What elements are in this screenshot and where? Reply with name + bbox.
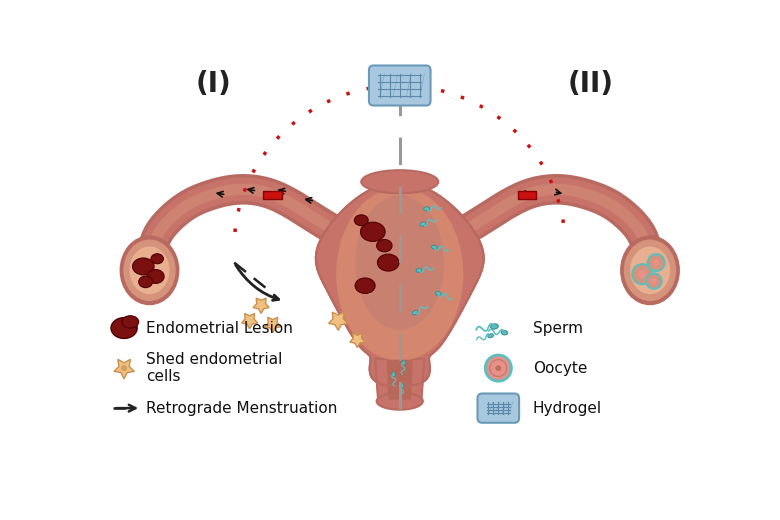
Ellipse shape — [129, 246, 169, 294]
Circle shape — [495, 365, 502, 371]
Ellipse shape — [621, 237, 679, 304]
Ellipse shape — [413, 310, 418, 315]
Ellipse shape — [488, 334, 494, 338]
Circle shape — [646, 274, 661, 289]
Text: (II): (II) — [568, 70, 614, 98]
FancyBboxPatch shape — [369, 66, 431, 106]
Ellipse shape — [630, 246, 670, 294]
Circle shape — [485, 355, 512, 381]
Circle shape — [121, 365, 127, 371]
Text: Sperm: Sperm — [533, 320, 583, 335]
Ellipse shape — [354, 215, 368, 226]
Ellipse shape — [151, 254, 163, 264]
Bar — [264, 191, 282, 199]
Ellipse shape — [122, 316, 139, 328]
Ellipse shape — [139, 276, 153, 288]
Polygon shape — [253, 298, 269, 314]
Text: Endometrial Lesion: Endometrial Lesion — [146, 320, 292, 335]
Text: Shed endometrial
cells: Shed endometrial cells — [146, 352, 282, 384]
Ellipse shape — [361, 170, 438, 193]
Ellipse shape — [424, 207, 430, 211]
Text: (I): (I) — [196, 70, 232, 98]
Text: Oocyte: Oocyte — [533, 360, 587, 375]
Ellipse shape — [435, 291, 441, 295]
Polygon shape — [375, 359, 424, 401]
Text: Hydrogel: Hydrogel — [533, 400, 602, 415]
Ellipse shape — [111, 318, 137, 339]
Circle shape — [490, 360, 507, 376]
Circle shape — [647, 254, 665, 271]
Polygon shape — [114, 359, 134, 379]
Polygon shape — [328, 312, 348, 330]
Ellipse shape — [355, 278, 375, 293]
Ellipse shape — [431, 245, 438, 249]
Ellipse shape — [356, 195, 444, 330]
Ellipse shape — [420, 222, 426, 226]
Circle shape — [638, 270, 647, 278]
Polygon shape — [316, 182, 484, 386]
Bar — [518, 191, 536, 199]
Polygon shape — [242, 314, 257, 329]
Ellipse shape — [133, 258, 154, 275]
Circle shape — [653, 259, 660, 266]
Ellipse shape — [502, 331, 508, 335]
Ellipse shape — [377, 240, 392, 252]
Ellipse shape — [400, 383, 404, 388]
Ellipse shape — [377, 393, 423, 410]
Ellipse shape — [147, 269, 164, 283]
Ellipse shape — [392, 372, 395, 376]
Polygon shape — [349, 333, 365, 347]
Circle shape — [651, 278, 657, 284]
Polygon shape — [264, 317, 281, 333]
Ellipse shape — [123, 240, 176, 301]
FancyBboxPatch shape — [477, 394, 519, 423]
Ellipse shape — [624, 240, 676, 301]
Ellipse shape — [121, 237, 179, 304]
Ellipse shape — [416, 268, 422, 272]
Ellipse shape — [360, 222, 385, 241]
Ellipse shape — [378, 254, 399, 271]
Polygon shape — [388, 360, 412, 399]
Circle shape — [633, 264, 652, 284]
Ellipse shape — [402, 360, 406, 365]
Text: Retrograde Menstruation: Retrograde Menstruation — [146, 400, 337, 415]
Ellipse shape — [336, 188, 463, 361]
Ellipse shape — [491, 324, 498, 329]
